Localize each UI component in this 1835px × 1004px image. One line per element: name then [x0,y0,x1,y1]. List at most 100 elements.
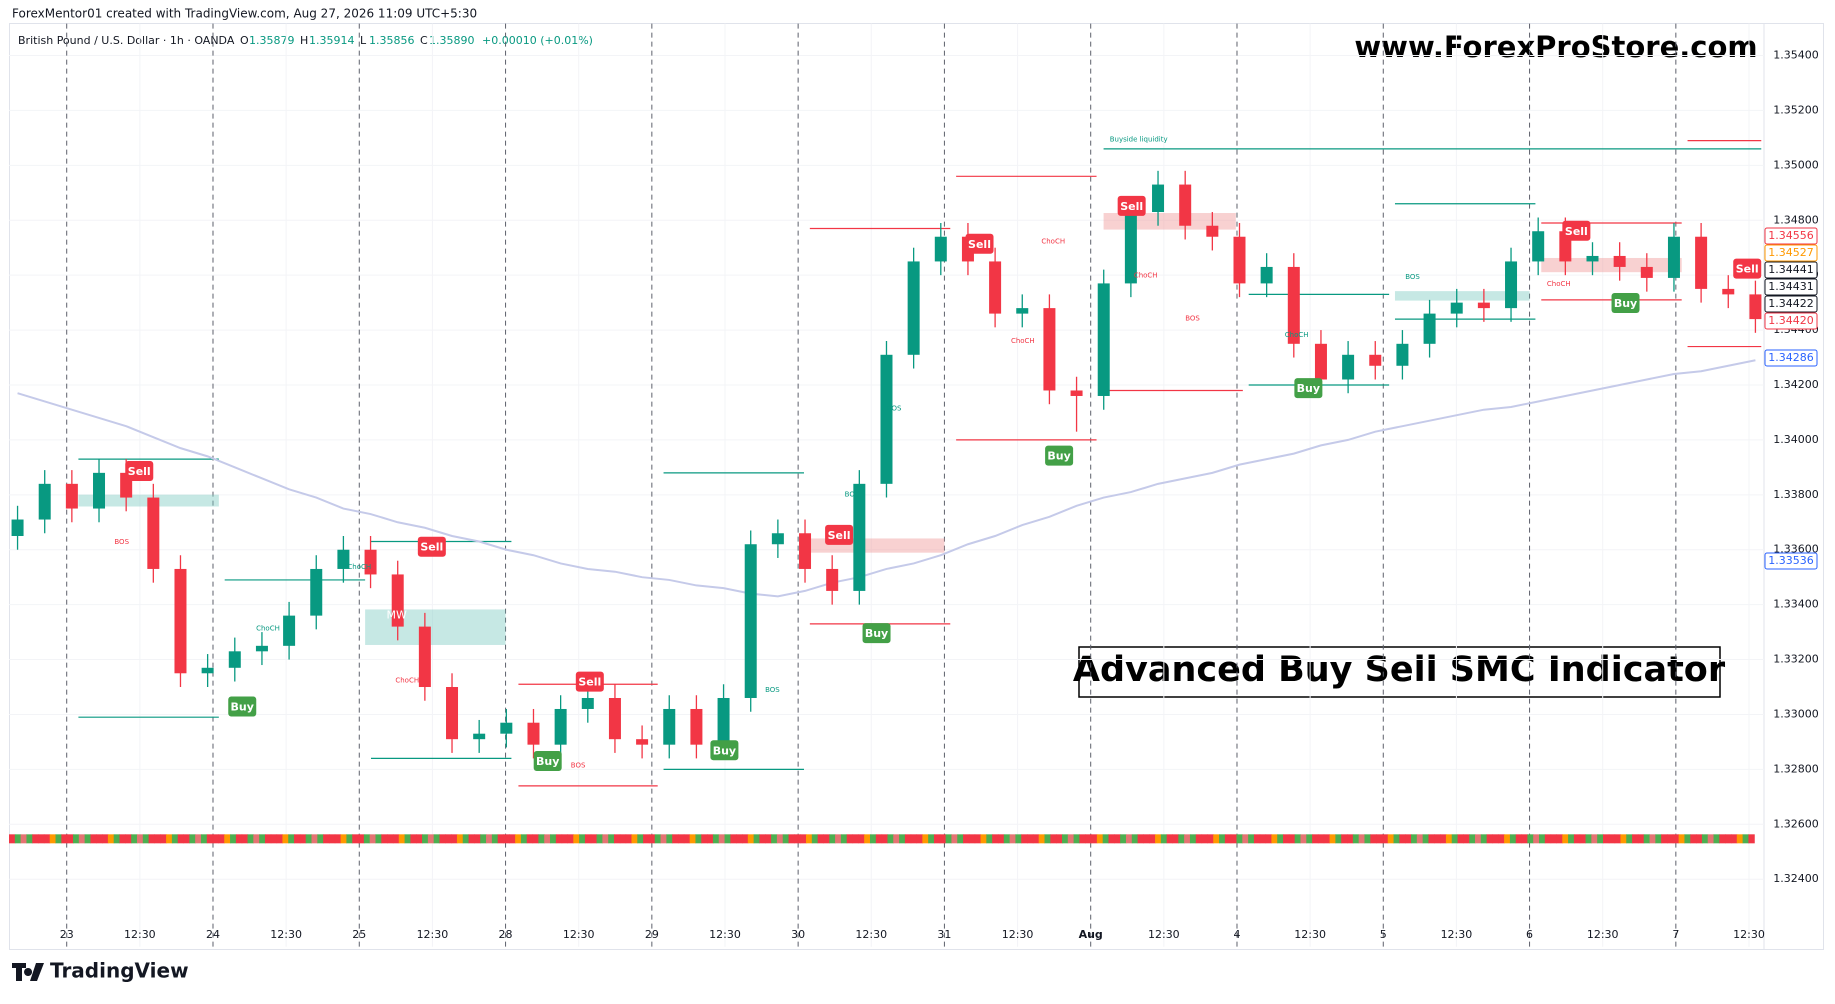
signal-badge [1045,445,1074,466]
signal-label: Sell [828,529,851,542]
candle-body [1505,261,1518,309]
signal-badge [1733,258,1762,279]
structure-note: ChoCH [1041,237,1065,245]
trend-strip [323,834,330,844]
trend-strip [189,834,196,844]
trend-strip [933,834,941,844]
candle-body [255,645,268,652]
trend-strip [881,834,888,844]
candle-body [1749,294,1762,320]
candle-body [1342,354,1355,380]
y-tick-label: 1.32800 [1773,762,1819,775]
trend-strip [811,834,819,844]
trend-strip [852,834,859,844]
candle-body [65,483,78,509]
trend-strip [1189,834,1197,844]
trend-strip [1568,834,1575,844]
trend-strip [1108,834,1115,844]
trend-strip [887,834,894,844]
trend-strip [154,834,161,844]
trend-strip [1457,834,1464,844]
trend-strip [666,834,673,844]
structure-note: ChoCH [1011,337,1035,345]
credit: ForexMentor01 created with TradingView.c… [12,7,477,21]
candle-body [38,483,51,520]
trend-strip [1661,834,1668,844]
trend-strip [1178,834,1185,844]
y-tick-label: 1.34200 [1773,378,1819,391]
trend-strip [1678,834,1685,844]
candle-body [1206,225,1219,237]
trend-strip [247,834,254,844]
trend-strip [1451,834,1459,844]
trend-strip [177,834,185,844]
trend-strip [730,834,737,844]
trend-strip [619,834,627,844]
candle-body [1314,343,1327,380]
trend-strip [1696,834,1703,844]
trend-strip [1149,834,1156,844]
candle-body [1586,255,1599,262]
trend-strip [462,834,470,844]
structure-note: BOS [114,538,129,546]
price-tag-label: 1.34441 [1768,263,1814,276]
trend-strip [346,834,353,844]
candle-body [744,544,757,698]
trend-strip [538,834,545,844]
trend-strip [963,834,970,844]
trend-strip [1573,834,1581,844]
trend-strip [654,834,662,844]
signal-badge [1294,378,1323,399]
trend-strip [1143,834,1150,844]
price-tag [1764,295,1818,313]
x-tick-label: Aug [1079,928,1103,941]
trend-strip [1440,834,1447,844]
trend-strip [1562,834,1569,844]
trend-strip [829,834,836,844]
trend-strip [1125,834,1133,844]
candle-body [663,708,676,745]
trend-strip [224,834,231,844]
trend-strip [451,834,458,844]
candle-body [989,261,1002,314]
trend-strip [1533,834,1540,844]
y-tick-label: 1.35000 [1773,158,1819,171]
trend-strip [125,834,132,844]
trend-strip [72,834,80,844]
signal-badge [862,623,891,644]
signal-badge [575,671,604,692]
trend-strip [1242,834,1249,844]
frame [9,23,1824,950]
trend-strip [1434,834,1441,844]
trend-strip [608,834,615,844]
candle-body [1233,236,1246,284]
trend-strip [986,834,993,844]
trend-strip [817,834,824,844]
trend-strip [1486,834,1493,844]
trend-strip [1399,834,1406,844]
price-tag [1764,227,1818,245]
signal-badge [1611,292,1640,313]
trend-strip [753,834,760,844]
trend-strip [1056,834,1063,844]
ohlc-value: 1.35879 [249,34,295,47]
trend-strip [1637,834,1645,844]
trend-strip [1207,834,1214,844]
trend-strip [1480,834,1488,844]
trend-strip [294,834,301,844]
ohlc-value: 1.35856 [369,34,415,47]
y-tick-label: 1.33200 [1773,653,1819,666]
candle-body [1070,390,1083,396]
structure-note: BOS [887,404,902,412]
candle-body [581,697,594,709]
candle-body [174,568,187,674]
candle-body [1016,308,1029,314]
trend-strip [1259,834,1267,844]
trend-strip [922,834,929,844]
signal-label: Sell [128,465,151,478]
trend-strip [107,834,115,844]
trend-strip [1096,834,1104,844]
symbol: British Pound / U.S. Dollar · 1h · OANDA [18,34,235,47]
price-tag-label: 1.34422 [1768,297,1814,310]
trend-strip [678,834,685,844]
